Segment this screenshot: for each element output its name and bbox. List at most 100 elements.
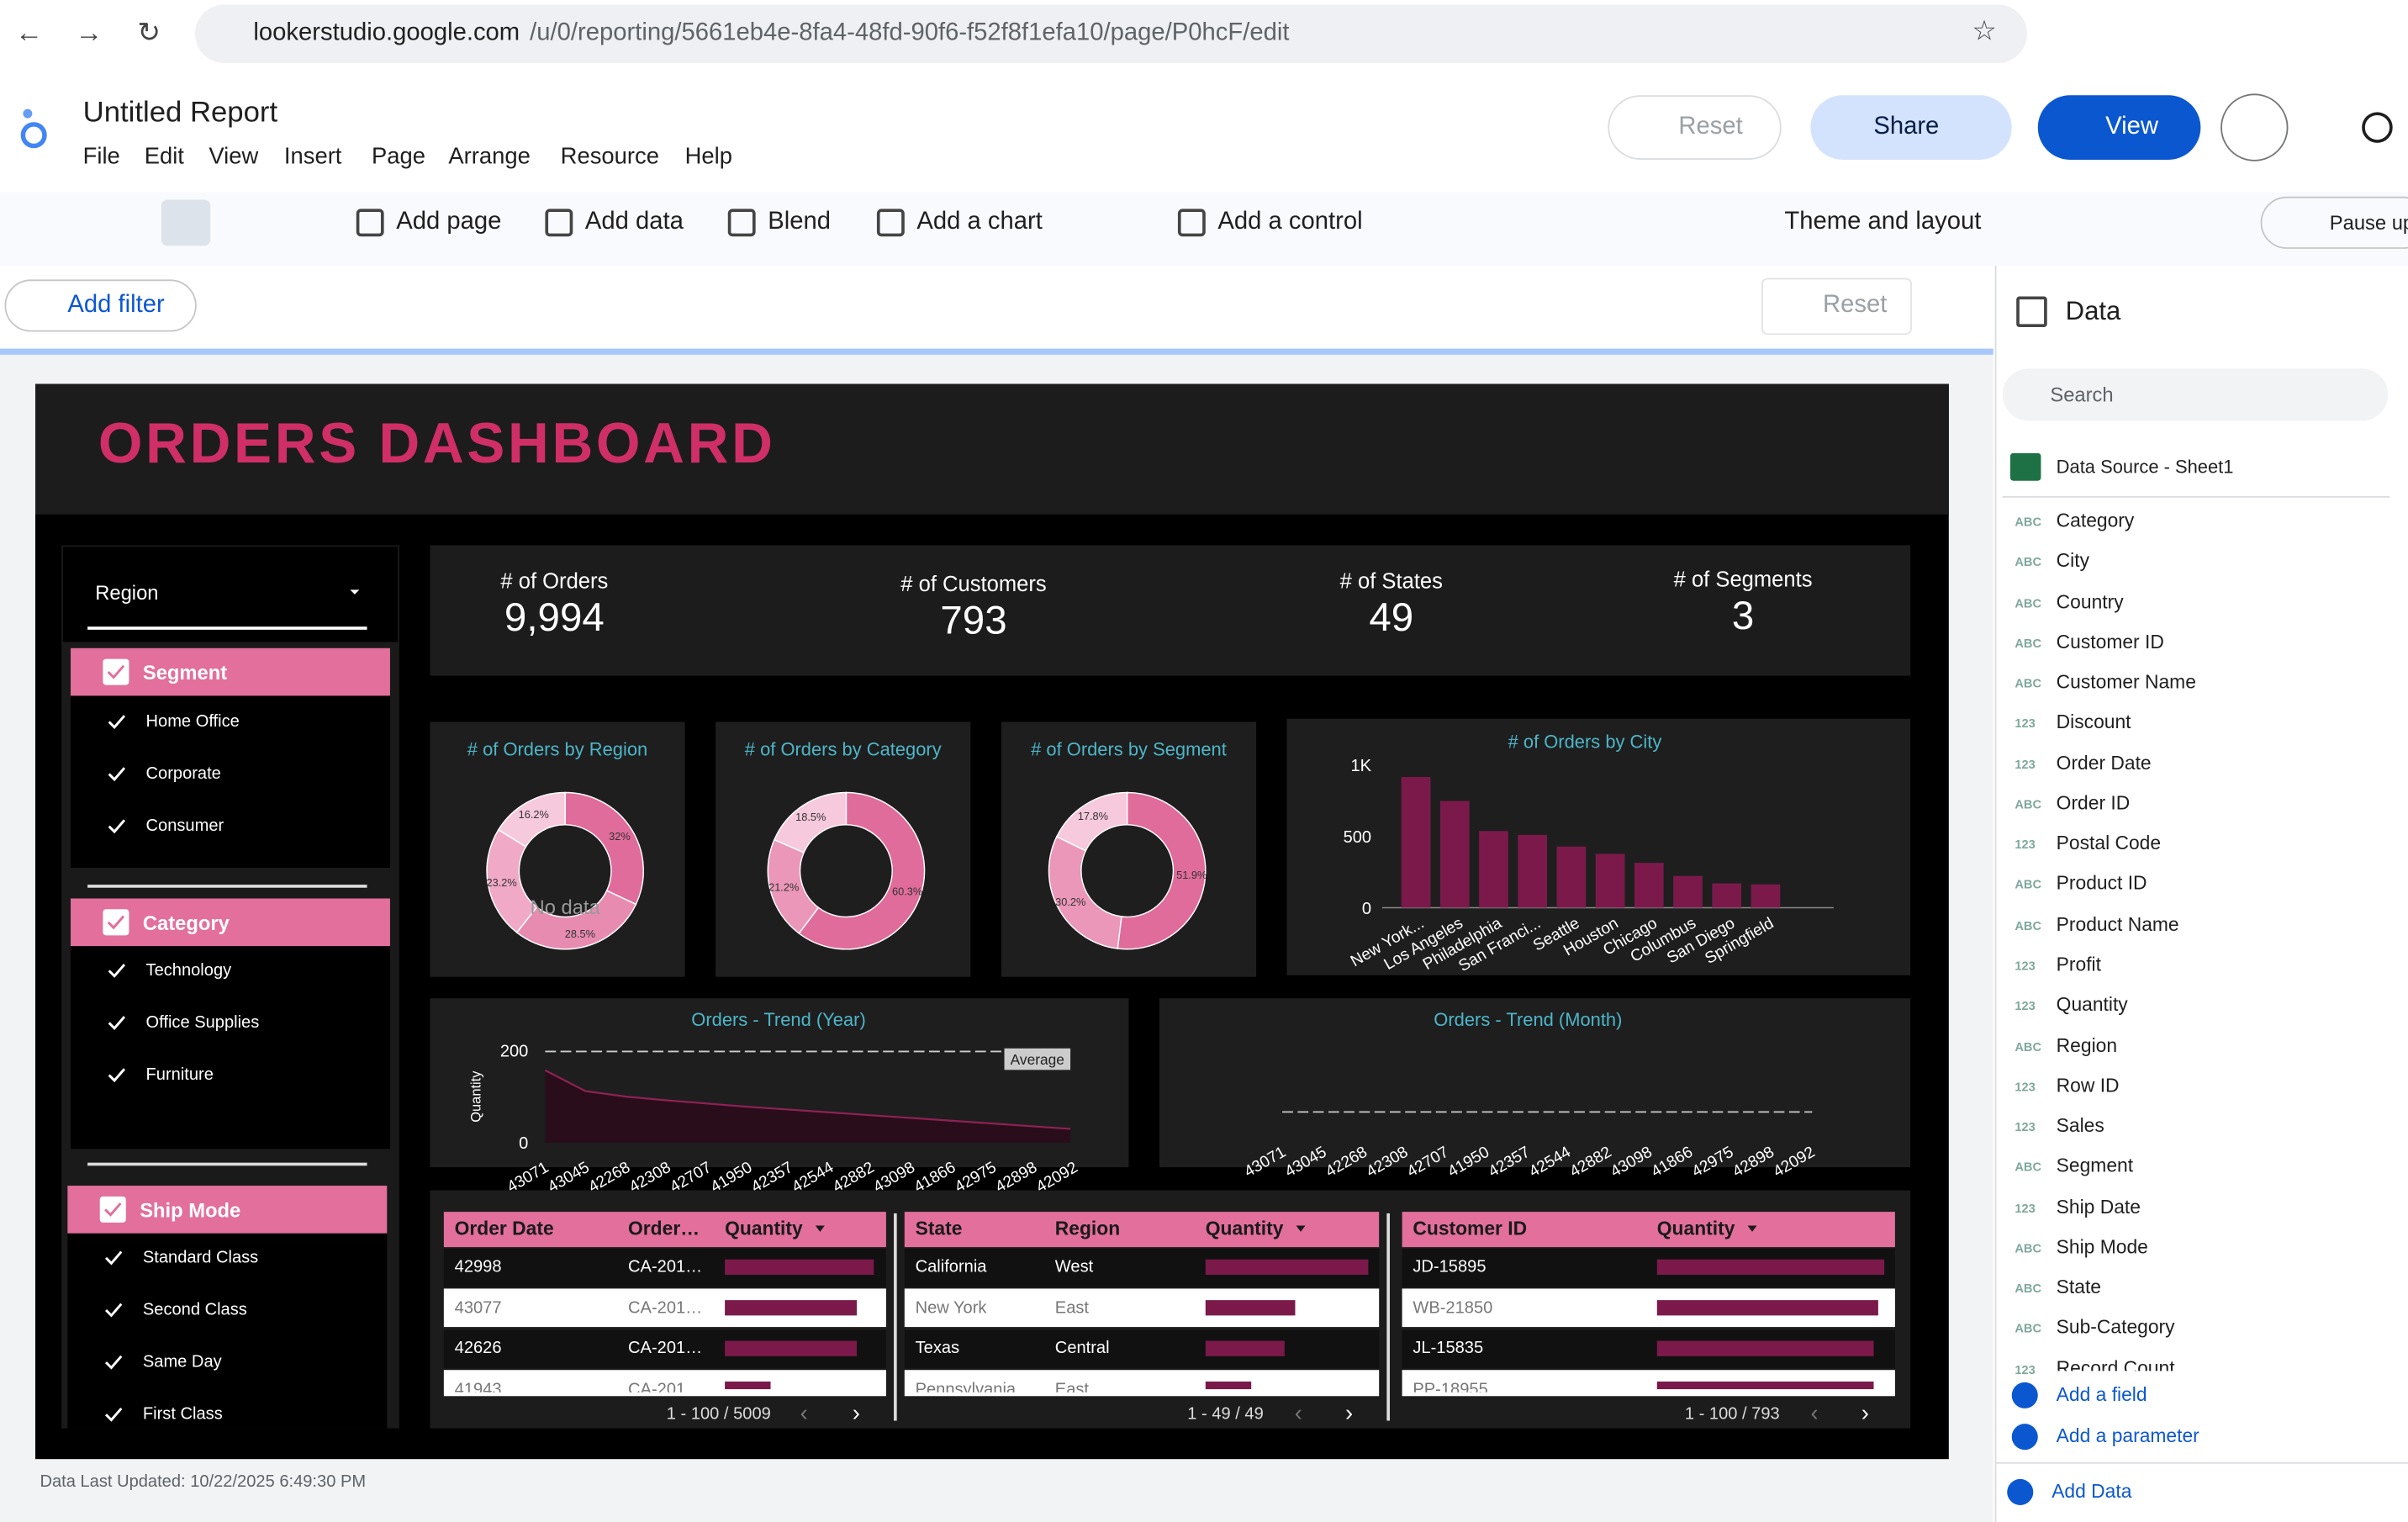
filter-option[interactable]: Home Office	[145, 712, 240, 732]
field-name[interactable]: Customer Name	[2056, 671, 2196, 693]
column-header[interactable]: Order…	[628, 1218, 700, 1239]
toolbar-item[interactable]: Add data	[584, 209, 684, 235]
table-cell: East	[1054, 1380, 1090, 1399]
filter-option[interactable]: Standard Class	[142, 1248, 259, 1267]
menu-item[interactable]: Arrange	[448, 143, 531, 170]
field-name[interactable]: Profit	[2056, 954, 2101, 975]
nav-button[interactable]: ↻	[137, 17, 161, 48]
field-name[interactable]: Ship Mode	[2056, 1236, 2148, 1258]
field-name[interactable]: Product ID	[2056, 873, 2147, 895]
bookmark-star[interactable]: ☆	[1972, 15, 1997, 46]
toolbar-item[interactable]: Add a chart	[916, 209, 1043, 235]
region-control[interactable]	[62, 547, 399, 642]
column-header[interactable]: Quantity	[1205, 1218, 1284, 1239]
add-filter-button[interactable]	[4, 279, 197, 332]
field-type: 123	[2015, 959, 2036, 974]
field-name[interactable]: Discount	[2056, 711, 2131, 733]
filter-option[interactable]: Corporate	[145, 764, 221, 784]
pagination: 1 - 49 / 49	[1187, 1405, 1264, 1424]
field-name[interactable]: Region	[2056, 1034, 2118, 1056]
field-name[interactable]: Postal Code	[2056, 832, 2162, 854]
filter-reset-button[interactable]	[1761, 277, 1912, 336]
nav-button[interactable]: ←	[15, 17, 44, 48]
page-arrow[interactable]: ›	[852, 1400, 860, 1427]
panel-action[interactable]: Add a parameter	[2056, 1424, 2199, 1447]
menu-item[interactable]: File	[82, 143, 120, 170]
menu-item[interactable]: Insert	[283, 143, 342, 170]
kpi-label: # of Segments	[1673, 566, 1813, 592]
select-tool[interactable]	[161, 199, 211, 246]
toolbar-item[interactable]: Add a control	[1217, 209, 1363, 235]
field-type: ABC	[2015, 595, 2042, 610]
view-button[interactable]	[2037, 95, 2201, 160]
filter-title: Ship Mode	[140, 1198, 241, 1222]
add-filter-label: Add filter	[67, 292, 165, 319]
filter-reset-label: Reset	[1823, 292, 1888, 319]
field-type: 123	[2015, 716, 2036, 732]
filter-option[interactable]: Technology	[145, 961, 232, 980]
field-type: 123	[2015, 999, 2036, 1014]
toolbar-item[interactable]: Add page	[396, 209, 502, 235]
column-header[interactable]: Order Date	[454, 1218, 554, 1239]
filter-option[interactable]: Second Class	[142, 1301, 247, 1319]
column-header[interactable]: Quantity	[725, 1218, 803, 1239]
toolbar-item[interactable]: Theme and layout	[1784, 209, 1982, 235]
data-source-name: Data Source - Sheet1	[2056, 456, 2234, 478]
field-name[interactable]: Product Name	[2056, 913, 2179, 935]
filter-option[interactable]: Office Supplies	[145, 1013, 260, 1033]
table-cell: 42998	[454, 1257, 502, 1276]
help-button[interactable]	[2362, 112, 2393, 143]
field-name[interactable]: Order ID	[2056, 792, 2131, 814]
search-box[interactable]	[2002, 368, 2389, 421]
field-name[interactable]: State	[2056, 1276, 2101, 1298]
nav-button[interactable]: →	[75, 17, 103, 48]
menu-item[interactable]: Page	[372, 143, 426, 170]
page-arrow[interactable]: ‹	[800, 1400, 808, 1427]
menu-item[interactable]: Resource	[560, 143, 659, 170]
separator	[87, 1162, 367, 1166]
page-arrow[interactable]: ›	[1861, 1400, 1869, 1427]
table-cell: JD-15895	[1413, 1257, 1487, 1276]
panel-icon	[2016, 296, 2047, 328]
report-title[interactable]: Untitled Report	[82, 97, 278, 129]
field-name[interactable]: Sales	[2056, 1115, 2104, 1137]
column-header[interactable]: Region	[1054, 1218, 1121, 1239]
field-name[interactable]: Sub-Category	[2056, 1317, 2175, 1339]
menu-item[interactable]: View	[209, 143, 259, 170]
field-name[interactable]: Record Count	[2056, 1356, 2175, 1379]
column-header[interactable]: Quantity	[1656, 1218, 1735, 1239]
field-name[interactable]: Quantity	[2056, 994, 2128, 1016]
more-button[interactable]	[2221, 93, 2289, 161]
field-name[interactable]: Category	[2056, 510, 2135, 531]
menu-item[interactable]: Edit	[144, 143, 184, 170]
menu-item[interactable]: Help	[684, 143, 732, 170]
column-header[interactable]: State	[915, 1218, 963, 1239]
page-arrow[interactable]: ›	[1345, 1400, 1354, 1427]
panel-action[interactable]: Add a field	[2056, 1383, 2147, 1406]
share-button[interactable]	[1810, 95, 2012, 160]
table-row	[904, 1329, 1380, 1368]
field-name[interactable]: Order Date	[2056, 752, 2152, 774]
field-name[interactable]: Country	[2056, 590, 2124, 612]
field-name[interactable]: City	[2056, 550, 2090, 572]
field-type: 123	[2015, 838, 2036, 853]
field-name[interactable]: Customer ID	[2056, 631, 2164, 653]
field-name[interactable]: Row ID	[2056, 1075, 2120, 1097]
filter-option[interactable]: First Class	[142, 1405, 223, 1424]
filter-option[interactable]: Furniture	[145, 1065, 214, 1085]
page-arrow[interactable]: ‹	[1810, 1400, 1819, 1427]
field-name[interactable]: Segment	[2056, 1155, 2134, 1177]
toolbar-item[interactable]: Blend	[768, 209, 831, 235]
table-cell: 41943	[454, 1380, 502, 1399]
page-arrow[interactable]: ‹	[1294, 1400, 1302, 1427]
toolbar-item[interactable]: Pause up	[2329, 211, 2408, 235]
table-cell: 42626	[454, 1339, 502, 1358]
filter-option[interactable]: Consumer	[145, 816, 224, 836]
panel-action[interactable]: Add Data	[2052, 1480, 2132, 1503]
filter-option[interactable]: Same Day	[142, 1353, 222, 1372]
column-header[interactable]: Customer ID	[1413, 1218, 1528, 1239]
field-name[interactable]: Ship Date	[2056, 1196, 2141, 1218]
pause-button[interactable]	[2260, 196, 2408, 249]
table-cell: West	[1054, 1257, 1094, 1276]
reset-button[interactable]	[1608, 95, 1782, 160]
